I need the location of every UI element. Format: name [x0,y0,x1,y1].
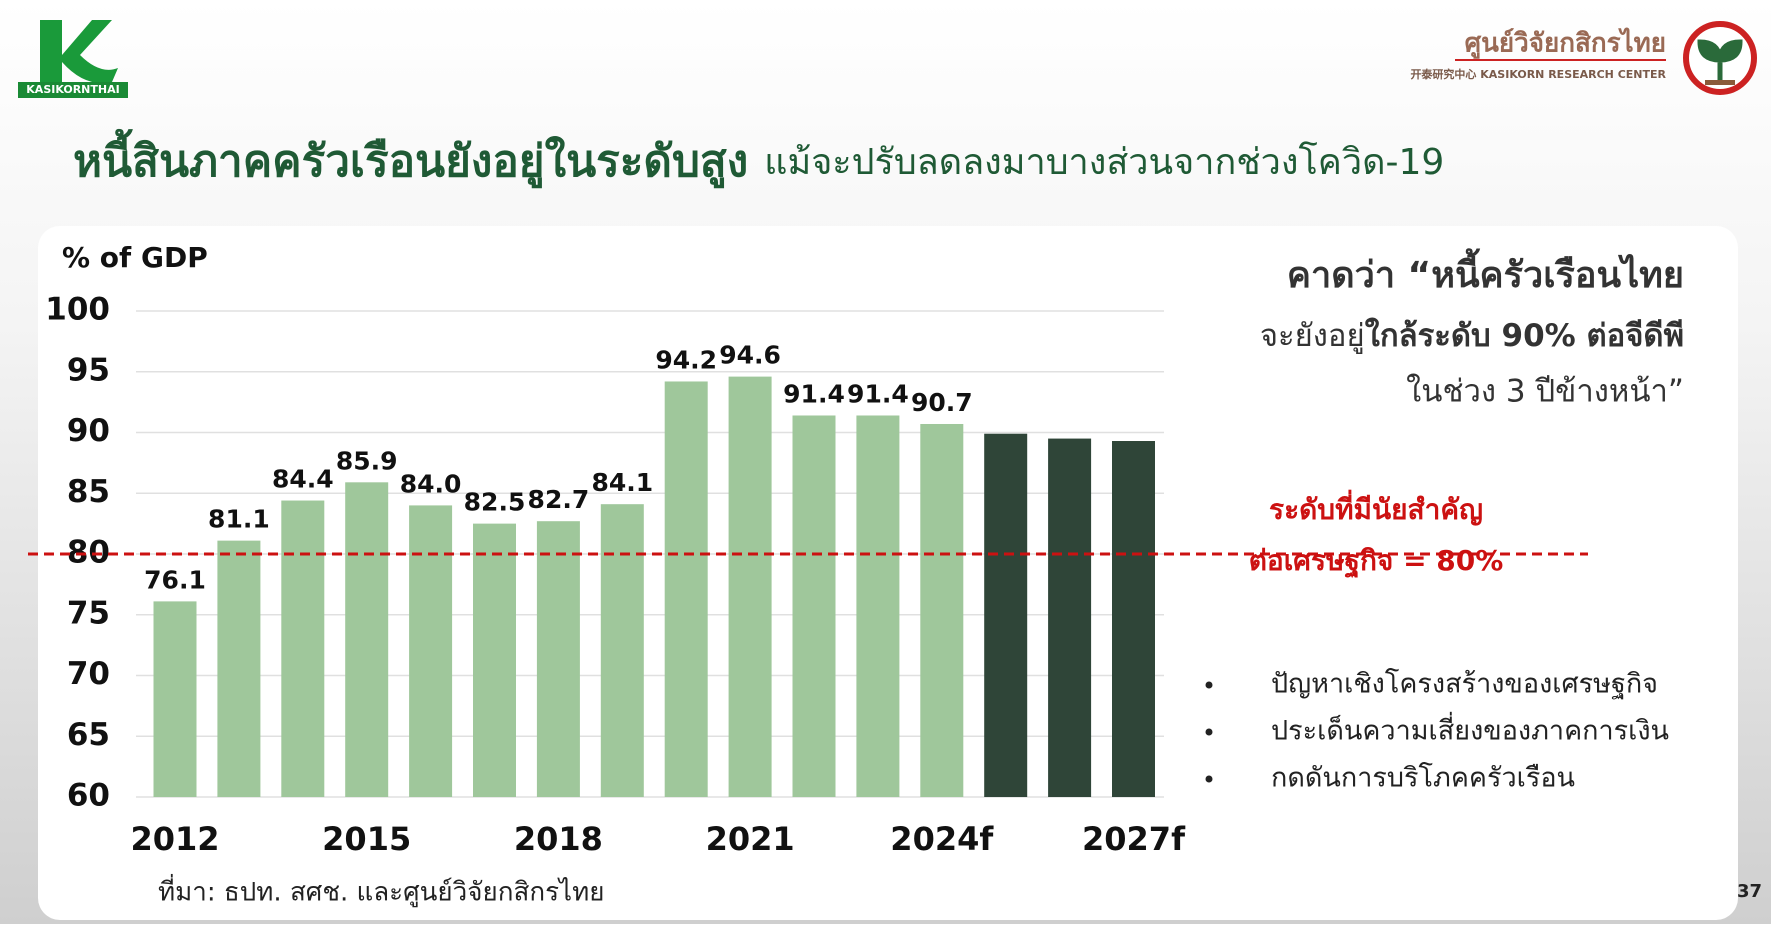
center-logo [1683,21,1757,95]
quote-line: ในช่วง 3 ปีข้างหน้า” [1406,374,1684,410]
logo-text: KASIKORNTHAI [26,83,119,96]
bar [153,601,197,797]
bullet-text: ปัญหาเชิงโครงสร้างของเศรษฐกิจ [1271,669,1658,700]
logo [18,20,128,98]
bar [536,521,580,797]
data-label: 82.5 [464,488,526,517]
y-tick-label: 100 [45,292,110,328]
x-tick-label: 2024f [890,820,994,858]
bar [473,523,516,797]
data-label: 84.0 [400,469,462,498]
y-tick-label: 95 [67,352,110,388]
bar [728,376,772,797]
data-label: 82.7 [528,485,590,514]
reference-label: ระดับที่มีนัยสำคัญ [1269,489,1483,526]
bar [664,381,708,797]
data-label: 81.1 [208,505,270,534]
bar [409,505,453,797]
quote-regular: จะยังอยู่ [1260,318,1365,354]
quote-bold: ใกล้ระดับ 90% ต่อจีดีพี [1365,317,1684,354]
bullet-dot [1205,681,1213,689]
data-label: 94.2 [655,345,717,374]
source: ที่มา: ธปท. สศช. และศูนย์วิจัยกสิกรไทย [158,874,605,908]
data-label: 91.4 [783,379,845,408]
bullet-list: ปัญหาเชิงโครงสร้างของเศรษฐกิจประเด็นความ… [1205,669,1669,794]
data-label: 85.9 [336,446,398,475]
x-tick-label: 2027f [1082,820,1186,858]
center-name-en: 开泰研究中心 KASIKORN RESEARCH CENTER [1410,67,1666,81]
center-name: ศูนย์วิจัยกสิกรไทย [1465,27,1666,60]
quote-line: คาดว่า “หนี้ครัวเรือนไทย [1287,248,1684,296]
bullet-text: กดดันการบริโภคครัวเรือน [1271,763,1575,794]
y-tick-label: 65 [67,717,110,753]
bar [1112,441,1155,797]
page-number: 37 [1737,881,1762,902]
title: หนี้สินภาคครัวเรือนยังอยู่ในระดับสูง แม้จ… [73,128,1444,188]
bar [920,423,964,797]
data-label: 84.4 [272,465,334,494]
data-label: 90.7 [911,388,973,417]
x-tick-label: 2015 [322,820,411,858]
data-label: 84.1 [591,468,653,497]
bar [600,504,644,797]
bar [345,482,389,797]
bullet-dot [1205,728,1213,736]
y-tick-label: 80 [67,535,110,571]
data-label: 91.4 [847,379,909,408]
bar [856,415,900,797]
bar [217,540,261,797]
bar [984,433,1028,797]
y-tick-label: 90 [67,413,110,449]
quote-line: จะยังอยู่ใกล้ระดับ 90% ต่อจีดีพี [1260,317,1684,354]
data-label: 94.6 [719,341,781,370]
x-tick-label: 2018 [514,820,603,858]
bar [1048,438,1092,797]
y-tick-label: 70 [67,656,110,692]
reference-label: ต่อเศรษฐกิจ = 80% [1249,544,1504,579]
y-tick-label: 75 [67,595,110,631]
data-label: 76.1 [144,565,206,594]
title-regular: แม้จะปรับลดลงมาบางส่วนจากช่วงโควิด-19 [764,141,1444,183]
y-tick-label: 85 [67,474,110,510]
bar [792,415,836,797]
bullet-text: ประเด็นความเสี่ยงของภาคการเงิน [1271,712,1669,747]
x-tick-label: 2012 [130,820,219,858]
y-tick-label: 60 [67,778,110,814]
y-axis-label: % of GDP [62,241,208,274]
bullet-dot [1205,775,1213,783]
title-bold: หนี้สินภาคครัวเรือนยังอยู่ในระดับสูง [73,128,748,188]
x-tick-label: 2021 [706,820,795,858]
bar [281,500,325,797]
